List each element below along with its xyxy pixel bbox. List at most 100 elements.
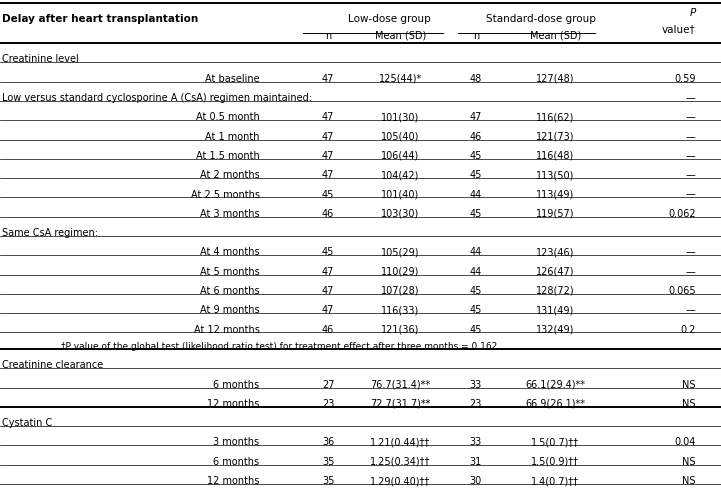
Text: At 3 months: At 3 months bbox=[200, 209, 260, 219]
Text: Same CsA regimen:: Same CsA regimen: bbox=[2, 228, 98, 238]
Text: 116(62): 116(62) bbox=[536, 112, 575, 122]
Text: 105(40): 105(40) bbox=[381, 132, 420, 142]
Text: 1.5(0.9)††: 1.5(0.9)†† bbox=[531, 457, 579, 467]
Text: Low versus standard cyclosporine A (CsA) regimen maintained:: Low versus standard cyclosporine A (CsA)… bbox=[2, 93, 312, 103]
Text: 47: 47 bbox=[322, 267, 335, 277]
Text: 1.5(0.7)††: 1.5(0.7)†† bbox=[531, 437, 579, 447]
Text: Mean (SD): Mean (SD) bbox=[374, 31, 426, 41]
Text: 35: 35 bbox=[322, 476, 335, 486]
Text: 33: 33 bbox=[470, 380, 482, 390]
Text: 106(44): 106(44) bbox=[381, 151, 420, 161]
Text: 131(49): 131(49) bbox=[536, 305, 575, 315]
Text: At 12 months: At 12 months bbox=[194, 325, 260, 335]
Text: 45: 45 bbox=[469, 305, 482, 315]
Text: 103(30): 103(30) bbox=[381, 209, 420, 219]
Text: Creatinine level: Creatinine level bbox=[2, 55, 79, 65]
Text: 72.7(31.7)**: 72.7(31.7)** bbox=[370, 399, 430, 409]
Text: At baseline: At baseline bbox=[205, 74, 260, 84]
Text: Low-dose group: Low-dose group bbox=[348, 15, 430, 25]
Text: †P value of the global test (likelihood ratio test) for treatment effect after t: †P value of the global test (likelihood … bbox=[61, 342, 497, 351]
Text: 113(50): 113(50) bbox=[536, 170, 575, 180]
Text: 1.21(0.44)††: 1.21(0.44)†† bbox=[370, 437, 430, 447]
Text: value†: value† bbox=[662, 25, 696, 35]
Text: 3 months: 3 months bbox=[213, 437, 260, 447]
Text: 0.065: 0.065 bbox=[668, 286, 696, 296]
Text: —: — bbox=[686, 247, 696, 258]
Text: 0.04: 0.04 bbox=[674, 437, 696, 447]
Text: 47: 47 bbox=[322, 305, 335, 315]
Text: 76.7(31.4)**: 76.7(31.4)** bbox=[370, 380, 430, 390]
Text: At 9 months: At 9 months bbox=[200, 305, 260, 315]
Text: 127(48): 127(48) bbox=[536, 74, 575, 84]
Text: —: — bbox=[686, 93, 696, 103]
Text: NS: NS bbox=[682, 399, 696, 409]
Text: 105(29): 105(29) bbox=[381, 247, 420, 258]
Text: 0.59: 0.59 bbox=[674, 74, 696, 84]
Text: 121(36): 121(36) bbox=[381, 325, 420, 335]
Text: 44: 44 bbox=[470, 267, 482, 277]
Text: 123(46): 123(46) bbox=[536, 247, 575, 258]
Text: 45: 45 bbox=[469, 209, 482, 219]
Text: 47: 47 bbox=[322, 286, 335, 296]
Text: 126(47): 126(47) bbox=[536, 267, 575, 277]
Text: 47: 47 bbox=[322, 170, 335, 180]
Text: NS: NS bbox=[682, 380, 696, 390]
Text: 47: 47 bbox=[322, 151, 335, 161]
Text: P: P bbox=[689, 9, 696, 19]
Text: At 0.5 month: At 0.5 month bbox=[196, 112, 260, 122]
Text: 27: 27 bbox=[322, 380, 335, 390]
Text: 12 months: 12 months bbox=[207, 476, 260, 486]
Text: 1.29(0.40)††: 1.29(0.40)†† bbox=[370, 476, 430, 486]
Text: 36: 36 bbox=[322, 437, 334, 447]
Text: At 1.5 month: At 1.5 month bbox=[196, 151, 260, 161]
Text: Cystatin C: Cystatin C bbox=[2, 418, 53, 428]
Text: —: — bbox=[686, 189, 696, 199]
Text: 44: 44 bbox=[470, 189, 482, 199]
Text: 0.2: 0.2 bbox=[681, 325, 696, 335]
Text: 12 months: 12 months bbox=[207, 399, 260, 409]
Text: —: — bbox=[686, 170, 696, 180]
Text: 46: 46 bbox=[470, 132, 482, 142]
Text: 23: 23 bbox=[322, 399, 335, 409]
Text: 45: 45 bbox=[469, 286, 482, 296]
Text: 45: 45 bbox=[469, 151, 482, 161]
Text: 35: 35 bbox=[322, 457, 335, 467]
Text: At 2.5 months: At 2.5 months bbox=[190, 189, 260, 199]
Text: Standard-dose group: Standard-dose group bbox=[486, 15, 596, 25]
Text: 48: 48 bbox=[470, 74, 482, 84]
Text: 1.4(0.7)††: 1.4(0.7)†† bbox=[531, 476, 579, 486]
Text: n: n bbox=[325, 31, 331, 41]
Text: 45: 45 bbox=[322, 189, 335, 199]
Text: 116(48): 116(48) bbox=[536, 151, 575, 161]
Text: 33: 33 bbox=[470, 437, 482, 447]
Text: 101(30): 101(30) bbox=[381, 112, 420, 122]
Text: —: — bbox=[686, 267, 696, 277]
Text: NS: NS bbox=[682, 476, 696, 486]
Text: 119(57): 119(57) bbox=[536, 209, 575, 219]
Text: 125(44)*: 125(44)* bbox=[379, 74, 422, 84]
Text: 0.062: 0.062 bbox=[668, 209, 696, 219]
Text: 104(42): 104(42) bbox=[381, 170, 420, 180]
Text: Delay after heart transplantation: Delay after heart transplantation bbox=[2, 15, 198, 25]
Text: —: — bbox=[686, 132, 696, 142]
Text: n: n bbox=[473, 31, 479, 41]
Text: 113(49): 113(49) bbox=[536, 189, 575, 199]
Text: 132(49): 132(49) bbox=[536, 325, 575, 335]
Text: 101(40): 101(40) bbox=[381, 189, 420, 199]
Text: 6 months: 6 months bbox=[213, 380, 260, 390]
Text: 6 months: 6 months bbox=[213, 457, 260, 467]
Text: 47: 47 bbox=[322, 132, 335, 142]
Text: Mean (SD): Mean (SD) bbox=[529, 31, 581, 41]
Text: At 2 months: At 2 months bbox=[200, 170, 260, 180]
Text: 45: 45 bbox=[322, 247, 335, 258]
Text: 23: 23 bbox=[469, 399, 482, 409]
Text: 116(33): 116(33) bbox=[381, 305, 420, 315]
Text: 128(72): 128(72) bbox=[536, 286, 575, 296]
Text: Creatinine clearance: Creatinine clearance bbox=[2, 360, 103, 370]
Text: NS: NS bbox=[682, 457, 696, 467]
Text: 46: 46 bbox=[322, 209, 334, 219]
Text: 45: 45 bbox=[469, 170, 482, 180]
Text: —: — bbox=[686, 151, 696, 161]
Text: At 5 months: At 5 months bbox=[200, 267, 260, 277]
Text: —: — bbox=[686, 305, 696, 315]
